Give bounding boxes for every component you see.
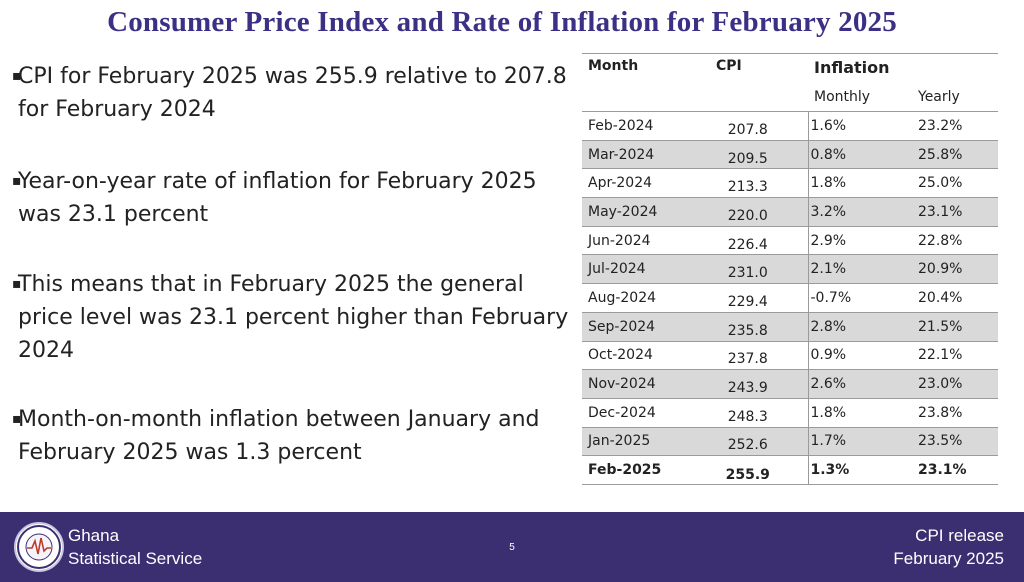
bullet-text: This means that in February 2025 the gen… xyxy=(18,272,569,363)
cell-yearly: 25.0% xyxy=(918,175,963,192)
org-name: Ghana Statistical Service xyxy=(68,524,202,570)
cell-cpi: 229.4 xyxy=(727,293,768,310)
cell-month: Dec-2024 xyxy=(588,404,656,421)
table-row: Jan-2025 252.6 1.7% 23.5% xyxy=(582,427,998,456)
gss-logo xyxy=(14,522,64,572)
cell-monthly: 2.6% xyxy=(807,369,912,399)
bullet-text: Month-on-month inflation between January… xyxy=(18,407,540,465)
cell-monthly: -0.7% xyxy=(807,283,912,313)
bullet-square-icon: ▪ xyxy=(12,411,22,427)
cell-yearly: 20.9% xyxy=(912,254,998,284)
cpi-table-body: Feb-2024 207.8 1.6% 23.2% Mar-2024 209.5 0.8% 2… xyxy=(582,111,998,485)
bullet-square-icon: ▪ xyxy=(12,276,22,292)
cell-yearly: 23.1% xyxy=(918,462,967,479)
cell-yearly: 25.8% xyxy=(912,140,998,169)
cell-monthly: 3.2% xyxy=(807,197,912,227)
cell-month: Apr-2024 xyxy=(588,175,653,192)
bullet-item: ▪ This means that in February 2025 the g… xyxy=(12,268,572,367)
footer-bar: Ghana Statistical Service 5 CPI release … xyxy=(0,512,1024,582)
table-row: Sep-2024 235.8 2.8% 21.5% xyxy=(582,312,998,341)
org-name-line2: Statistical Service xyxy=(68,549,203,568)
cell-cpi: 235.8 xyxy=(710,312,808,341)
cell-yearly: 23.0% xyxy=(912,369,998,399)
header-monthly: Monthly xyxy=(814,89,871,106)
cell-yearly: 20.4% xyxy=(918,289,963,306)
cell-monthly: 1.3% xyxy=(807,455,912,485)
cell-month: Jun-2024 xyxy=(588,232,651,249)
cell-yearly: 22.8% xyxy=(918,232,963,249)
bullet-text: Year-on-year rate of inflation for Febru… xyxy=(18,169,537,227)
table-row: Aug-2024 229.4 -0.7% 20.4% xyxy=(582,283,998,313)
cell-month: Mar-2024 xyxy=(582,140,710,169)
cell-cpi: 243.9 xyxy=(710,369,808,399)
bullet-square-icon: ▪ xyxy=(12,173,22,189)
header-yearly: Yearly xyxy=(918,89,960,106)
cell-month: Sep-2024 xyxy=(582,312,710,341)
cell-cpi: 255.9 xyxy=(725,467,770,484)
table-row: May-2024 220.0 3.2% 23.1% xyxy=(582,197,998,227)
org-name-line1: Ghana xyxy=(68,526,120,545)
cell-monthly: 1.7% xyxy=(807,427,912,456)
table-row: Jul-2024 231.0 2.1% 20.9% xyxy=(582,254,998,284)
cell-cpi: 237.8 xyxy=(727,351,768,368)
cell-monthly: 2.1% xyxy=(807,254,912,284)
cell-monthly: 0.9% xyxy=(807,341,912,370)
cell-cpi: 226.4 xyxy=(727,236,768,253)
cell-cpi: 220.0 xyxy=(710,197,808,227)
cell-monthly: 0.8% xyxy=(807,140,912,169)
cpi-table: Month CPI Inflation Monthly Yearly Feb-2… xyxy=(582,53,998,485)
cell-monthly: 2.8% xyxy=(807,312,912,341)
header-inflation: Inflation xyxy=(808,53,998,84)
cell-cpi: 209.5 xyxy=(710,140,808,169)
table-row: Dec-2024 248.3 1.8% 23.8% xyxy=(582,398,998,428)
slide-title: Consumer Price Index and Rate of Inflati… xyxy=(107,6,897,38)
cell-monthly: 1.8% xyxy=(807,168,912,198)
table-row: Feb-2024 207.8 1.6% 23.2% xyxy=(582,111,998,141)
header-cpi: CPI xyxy=(710,53,808,84)
cell-month: Nov-2024 xyxy=(582,369,710,399)
cell-monthly: 1.8% xyxy=(807,398,912,428)
table-row: Jun-2024 226.4 2.9% 22.8% xyxy=(582,226,998,255)
cell-month: Oct-2024 xyxy=(588,347,653,364)
table-row: Mar-2024 209.5 0.8% 25.8% xyxy=(582,140,998,169)
cell-yearly: 22.1% xyxy=(918,347,963,364)
cell-yearly: 23.2% xyxy=(918,117,963,134)
gss-logo-icon xyxy=(17,525,61,569)
bullet-text: CPI for February 2025 was 255.9 relative… xyxy=(18,64,567,122)
table-row: Feb-2025 255.9 1.3% 23.1% xyxy=(582,455,998,485)
cell-monthly: 2.9% xyxy=(807,226,912,255)
bullet-item: ▪ CPI for February 2025 was 255.9 relati… xyxy=(12,60,572,126)
cell-month: Feb-2025 xyxy=(588,462,662,479)
table-row: Nov-2024 243.9 2.6% 23.0% xyxy=(582,369,998,399)
release-line2: February 2025 xyxy=(893,549,1004,568)
cell-yearly: 23.1% xyxy=(912,197,998,227)
table-row: Apr-2024 213.3 1.8% 25.0% xyxy=(582,168,998,198)
cell-month: May-2024 xyxy=(582,197,710,227)
header-month: Month xyxy=(582,53,710,84)
cell-cpi: 207.8 xyxy=(727,121,768,138)
cell-month: Jan-2025 xyxy=(582,427,710,456)
cell-yearly: 23.8% xyxy=(918,404,963,421)
cell-month: Jul-2024 xyxy=(582,254,710,284)
cell-month: Aug-2024 xyxy=(588,289,657,306)
release-info: CPI release February 2025 xyxy=(893,524,1004,570)
cell-cpi: 252.6 xyxy=(710,427,808,456)
cell-cpi: 231.0 xyxy=(710,254,808,284)
release-line1: CPI release xyxy=(915,526,1004,545)
table-row: Oct-2024 237.8 0.9% 22.1% xyxy=(582,341,998,370)
cell-cpi: 248.3 xyxy=(727,408,768,425)
cell-month: Feb-2024 xyxy=(588,117,654,134)
bullet-item: ▪ Year-on-year rate of inflation for Feb… xyxy=(12,165,572,231)
cell-cpi: 213.3 xyxy=(727,179,768,196)
bullet-square-icon: ▪ xyxy=(12,68,22,84)
cell-yearly: 21.5% xyxy=(912,312,998,341)
page-number: 5 xyxy=(509,542,515,553)
cell-monthly: 1.6% xyxy=(807,111,912,141)
cell-yearly: 23.5% xyxy=(912,427,998,456)
bullet-item: ▪ Month-on-month inflation between Janua… xyxy=(12,403,572,469)
